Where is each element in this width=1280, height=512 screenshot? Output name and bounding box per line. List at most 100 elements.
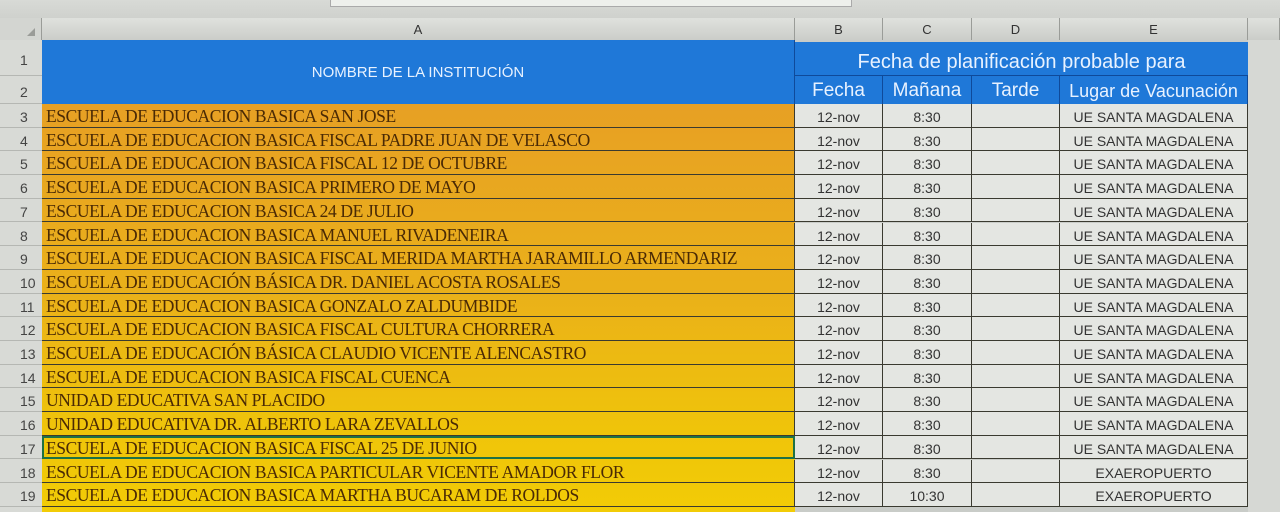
tarde-cell[interactable] bbox=[972, 435, 1060, 460]
row-header[interactable]: 16 bbox=[0, 412, 42, 436]
tarde-cell[interactable] bbox=[972, 412, 1060, 436]
row-header[interactable]: 9 bbox=[0, 246, 42, 270]
tarde-cell[interactable] bbox=[972, 317, 1060, 341]
lugar-vacunacion-cell[interactable]: UE SANTA MAGDALENA bbox=[1060, 435, 1248, 460]
lugar-vacunacion-cell[interactable]: EXAEROPUERTO bbox=[1060, 483, 1248, 507]
institution-name-cell[interactable]: ESCUELA DE EDUCACION BASICA PRIMERO DE M… bbox=[42, 175, 795, 199]
lugar-vacunacion-cell[interactable]: UE SANTA MAGDALENA bbox=[1060, 104, 1248, 128]
planning-date-header[interactable]: Fecha de planificación probable para bbox=[795, 42, 1248, 76]
row-header[interactable]: 13 bbox=[0, 341, 42, 365]
tarde-cell[interactable] bbox=[972, 269, 1060, 294]
fecha-cell[interactable]: 12-nov bbox=[795, 412, 883, 436]
tarde-cell[interactable] bbox=[972, 198, 1060, 223]
tarde-cell[interactable] bbox=[972, 459, 1060, 484]
tarde-cell[interactable] bbox=[972, 104, 1060, 128]
row-header[interactable]: 14 bbox=[0, 365, 42, 389]
lugar-vacunacion-cell[interactable]: UE SANTA MAGDALENA bbox=[1060, 388, 1248, 413]
lugar-vacunacion-cell[interactable]: UE SANTA MAGDALENA bbox=[1060, 198, 1248, 223]
row-header[interactable]: 4 bbox=[0, 128, 42, 152]
lugar-vacunacion-cell[interactable]: UE SANTA MAGDALENA bbox=[1060, 222, 1248, 247]
tarde-cell[interactable] bbox=[972, 127, 1060, 152]
column-header-a[interactable]: A bbox=[42, 18, 795, 40]
manana-cell[interactable]: 8:30 bbox=[883, 151, 972, 176]
row-header[interactable]: 12 bbox=[0, 317, 42, 341]
fecha-cell[interactable]: 12-nov bbox=[795, 341, 883, 365]
tarde-cell[interactable] bbox=[972, 246, 1060, 270]
lugar-vacunacion-cell[interactable]: UE SANTA MAGDALENA bbox=[1060, 151, 1248, 176]
row-header[interactable]: 18 bbox=[0, 460, 42, 484]
fecha-header[interactable]: Fecha bbox=[795, 76, 883, 104]
column-header-f[interactable] bbox=[1248, 18, 1280, 40]
institution-name-cell[interactable]: ESCUELA DE EDUCACION BASICA SAN JOSE bbox=[42, 104, 795, 128]
formula-bar[interactable] bbox=[330, 0, 852, 7]
row-header[interactable]: 17 bbox=[0, 436, 42, 460]
column-header-d[interactable]: D bbox=[972, 18, 1060, 40]
row-header[interactable]: 10 bbox=[0, 270, 42, 294]
tarde-cell[interactable] bbox=[972, 364, 1060, 389]
lugar-vacunacion-cell[interactable]: EXAEROPUERTO bbox=[1060, 459, 1248, 484]
institution-name-cell[interactable]: ESCUELA DE EDUCACION BASICA FISCAL 12 DE… bbox=[42, 151, 795, 176]
fecha-cell[interactable]: 12-nov bbox=[795, 198, 883, 223]
lugar-vacunacion-cell[interactable]: UE SANTA MAGDALENA bbox=[1060, 341, 1248, 365]
fecha-cell[interactable]: 12-nov bbox=[795, 151, 883, 176]
row-header[interactable]: 11 bbox=[0, 294, 42, 318]
institution-name-cell[interactable]: ESCUELA DE EDUCACION BASICA GONZALO ZALD… bbox=[42, 293, 795, 318]
fecha-cell[interactable]: 12-nov bbox=[795, 246, 883, 270]
fecha-cell[interactable]: 12-nov bbox=[795, 104, 883, 128]
tarde-cell[interactable] bbox=[972, 341, 1060, 365]
manana-cell[interactable]: 8:30 bbox=[883, 269, 972, 294]
institution-name-cell[interactable]: ESCUELA DE EDUCACION BASICA FISCAL MERID… bbox=[42, 246, 795, 270]
institution-name-cell[interactable]: ESCUELA DE EDUCACIÓN BÁSICA CLAUDIO VICE… bbox=[42, 341, 795, 365]
row-header[interactable]: 6 bbox=[0, 175, 42, 199]
fecha-cell[interactable]: 12-nov bbox=[795, 459, 883, 484]
row-header[interactable]: 15 bbox=[0, 388, 42, 413]
fecha-cell[interactable]: 12-nov bbox=[795, 483, 883, 507]
institution-name-cell[interactable]: ESCUELA DE EDUCACION BASICA FISCAL PADRE… bbox=[42, 127, 795, 152]
tarde-header[interactable]: Tarde bbox=[972, 76, 1060, 104]
select-all-button[interactable] bbox=[0, 18, 42, 40]
column-header-e[interactable]: E bbox=[1060, 18, 1248, 40]
fecha-cell[interactable]: 12-nov bbox=[795, 317, 883, 341]
institution-name-cell[interactable]: ESCUELA DE EDUCACION BASICA 24 DE JULIO bbox=[42, 198, 795, 223]
lugar-vacunacion-cell[interactable]: UE SANTA MAGDALENA bbox=[1060, 317, 1248, 341]
institution-name-cell[interactable]: ESCUELA DE EDUCACION BASICA FISCAL CUENC… bbox=[42, 364, 795, 389]
lugar-vacunacion-cell[interactable]: UE SANTA MAGDALENA bbox=[1060, 269, 1248, 294]
manana-cell[interactable]: 8:30 bbox=[883, 341, 972, 365]
institution-name-cell[interactable]: ESCUELA DE EDUCACION BASICA MANUEL RIVAD… bbox=[42, 222, 795, 247]
row-header[interactable]: 3 bbox=[0, 104, 42, 128]
row-header[interactable]: 19 bbox=[0, 483, 42, 507]
row-header[interactable]: 1 bbox=[0, 40, 42, 76]
tarde-cell[interactable] bbox=[972, 388, 1060, 413]
manana-cell[interactable]: 8:30 bbox=[883, 459, 972, 484]
institution-name-cell[interactable]: ESCUELA DE EDUCACION BASICA FISCAL CULTU… bbox=[42, 317, 795, 341]
fecha-cell[interactable]: 12-nov bbox=[795, 388, 883, 413]
tarde-cell[interactable] bbox=[972, 151, 1060, 176]
manana-cell[interactable]: 8:30 bbox=[883, 104, 972, 128]
fecha-cell[interactable]: 12-nov bbox=[795, 222, 883, 247]
row-header[interactable]: 7 bbox=[0, 199, 42, 223]
fecha-cell[interactable]: 12-nov bbox=[795, 435, 883, 460]
lugar-vacunacion-cell[interactable]: UE SANTA MAGDALENA bbox=[1060, 412, 1248, 436]
lugar-vacunacion-cell[interactable]: UE SANTA MAGDALENA bbox=[1060, 175, 1248, 199]
manana-cell[interactable]: 10:30 bbox=[883, 483, 972, 507]
lugar-vacunacion-cell[interactable]: UE SANTA MAGDALENA bbox=[1060, 246, 1248, 270]
institution-name-cell[interactable]: ESCUELA DE EDUCACION BASICA PARTICULAR V… bbox=[42, 459, 795, 484]
institution-name-cell[interactable]: ESCUELA DE EDUCACION BASICA FISCAL 25 DE… bbox=[42, 435, 795, 460]
manana-cell[interactable]: 8:30 bbox=[883, 435, 972, 460]
institution-name-header[interactable]: NOMBRE DE LA INSTITUCIÓN bbox=[42, 40, 795, 104]
tarde-cell[interactable] bbox=[972, 293, 1060, 318]
manana-cell[interactable]: 8:30 bbox=[883, 246, 972, 270]
tarde-cell[interactable] bbox=[972, 175, 1060, 199]
manana-cell[interactable]: 8:30 bbox=[883, 412, 972, 436]
lugar-vacunacion-header[interactable]: Lugar de Vacunación bbox=[1060, 76, 1248, 104]
fecha-cell[interactable]: 12-nov bbox=[795, 175, 883, 199]
tarde-cell[interactable] bbox=[972, 222, 1060, 247]
fecha-cell[interactable]: 12-nov bbox=[795, 293, 883, 318]
institution-name-cell[interactable]: ESCUELA DE EDUCACION BASICA MARTHA BUCAR… bbox=[42, 483, 795, 507]
manana-cell[interactable]: 8:30 bbox=[883, 293, 972, 318]
column-header-c[interactable]: C bbox=[883, 18, 972, 40]
fecha-cell[interactable]: 12-nov bbox=[795, 127, 883, 152]
manana-header[interactable]: Mañana bbox=[883, 76, 972, 104]
column-header-b[interactable]: B bbox=[795, 18, 883, 40]
fecha-cell[interactable]: 12-nov bbox=[795, 269, 883, 294]
